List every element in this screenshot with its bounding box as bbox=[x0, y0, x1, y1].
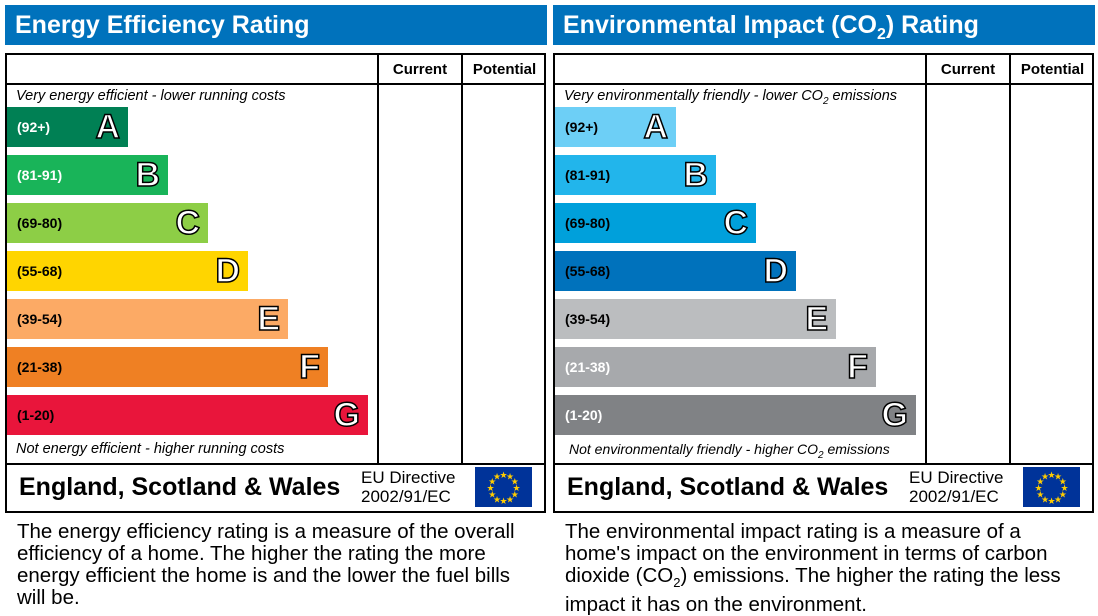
rating-letter: D bbox=[215, 251, 241, 291]
rating-range: (1-20) bbox=[565, 407, 603, 423]
rating-bar-a: (92+) A bbox=[555, 107, 676, 147]
rating-range: (1-20) bbox=[17, 407, 55, 423]
region-label: England, Scotland & Wales bbox=[567, 473, 889, 501]
eu-directive: EU Directive 2002/91/EC bbox=[909, 468, 1004, 506]
svg-text:★: ★ bbox=[1054, 472, 1062, 482]
rating-range: (55-68) bbox=[565, 263, 611, 279]
rating-table: Current Potential Very environmentally fri… bbox=[553, 53, 1094, 513]
svg-text:★: ★ bbox=[1060, 483, 1068, 493]
svg-text:★: ★ bbox=[1047, 470, 1055, 480]
rating-letter: G bbox=[881, 395, 909, 435]
footer-divider bbox=[555, 463, 1092, 465]
rating-bar-e: (39-54) E bbox=[7, 299, 288, 339]
svg-text:★: ★ bbox=[488, 490, 496, 500]
rating-letter: E bbox=[257, 299, 281, 339]
region-label: England, Scotland & Wales bbox=[19, 473, 341, 501]
rating-bar-b: (81-91) B bbox=[555, 155, 716, 195]
header-divider bbox=[555, 83, 1092, 85]
rating-range: (92+) bbox=[565, 119, 599, 135]
rating-bar-b: (81-91) B bbox=[7, 155, 168, 195]
rating-bar-g: (1-20) G bbox=[555, 395, 916, 435]
svg-text:★: ★ bbox=[1047, 496, 1055, 506]
svg-text:★: ★ bbox=[1059, 477, 1067, 487]
rating-range: (69-80) bbox=[17, 215, 63, 231]
rating-letter: F bbox=[298, 347, 320, 387]
rating-letter: B bbox=[135, 155, 161, 195]
column-header-potential: Potential bbox=[472, 61, 537, 78]
rating-range: (69-80) bbox=[565, 215, 611, 231]
rating-letter: A bbox=[95, 107, 121, 147]
footer: England, Scotland & Wales EU Directive 200… bbox=[7, 463, 544, 511]
header-divider bbox=[7, 83, 544, 85]
rating-bar-f: (21-38) F bbox=[7, 347, 328, 387]
description: The energy efficiency rating is a measur… bbox=[17, 520, 515, 609]
rating-bar-c: (69-80) C bbox=[555, 203, 756, 243]
rating-letter: A bbox=[643, 107, 669, 147]
rating-panel: Environmental Impact (CO2) Rating Current… bbox=[553, 0, 1095, 616]
svg-text:★: ★ bbox=[488, 477, 496, 487]
svg-text:★: ★ bbox=[1034, 483, 1042, 493]
rating-letter: F bbox=[846, 347, 868, 387]
column-header-current: Current bbox=[392, 61, 448, 78]
svg-text:★: ★ bbox=[511, 477, 519, 487]
svg-text:★: ★ bbox=[1059, 490, 1067, 500]
rating-range: (92+) bbox=[17, 119, 51, 135]
rating-bar-f: (21-38) F bbox=[555, 347, 876, 387]
svg-text:★: ★ bbox=[512, 483, 520, 493]
top-caption: Very environmentally friendly - lower CO… bbox=[564, 88, 898, 107]
rating-letter: C bbox=[723, 203, 749, 243]
rating-range: (81-91) bbox=[17, 167, 63, 183]
svg-text:★: ★ bbox=[1041, 472, 1049, 482]
eu-flag-icon: ★ ★ ★ ★ ★ ★ ★ ★ ★ ★ ★ ★ bbox=[1023, 467, 1080, 507]
footer: England, Scotland & Wales EU Directive 200… bbox=[555, 463, 1092, 511]
column-divider bbox=[377, 55, 379, 465]
panel-title: Energy Efficiency Rating bbox=[5, 5, 547, 45]
svg-text:★: ★ bbox=[486, 483, 494, 493]
rating-table: Current Potential Very energy efficient - … bbox=[5, 53, 546, 513]
rating-letter: B bbox=[683, 155, 709, 195]
svg-text:★: ★ bbox=[506, 472, 514, 482]
column-header-potential: Potential bbox=[1020, 61, 1085, 78]
svg-text:★: ★ bbox=[1041, 494, 1049, 504]
rating-bar-d: (55-68) D bbox=[555, 251, 796, 291]
panel-title: Environmental Impact (CO2) Rating bbox=[553, 5, 1095, 45]
rating-bar-d: (55-68) D bbox=[7, 251, 248, 291]
svg-text:★: ★ bbox=[499, 470, 507, 480]
rating-bar-e: (39-54) E bbox=[555, 299, 836, 339]
rating-letter: D bbox=[763, 251, 789, 291]
rating-range: (39-54) bbox=[565, 311, 611, 327]
bottom-caption: Not environmentally friendly - higher CO… bbox=[569, 441, 890, 461]
rating-range: (81-91) bbox=[565, 167, 611, 183]
rating-bar-c: (69-80) C bbox=[7, 203, 208, 243]
svg-text:★: ★ bbox=[1054, 494, 1062, 504]
rating-letter: E bbox=[805, 299, 829, 339]
svg-text:★: ★ bbox=[493, 472, 501, 482]
rating-bar-g: (1-20) G bbox=[7, 395, 368, 435]
rating-letter: G bbox=[333, 395, 361, 435]
bottom-caption: Not energy efficient - higher running co… bbox=[16, 441, 285, 457]
description: The environmental impact rating is a mea… bbox=[565, 520, 1061, 616]
rating-range: (21-38) bbox=[17, 359, 63, 375]
column-header-current: Current bbox=[940, 61, 996, 78]
eu-flag-icon: ★ ★ ★ ★ ★ ★ ★ ★ ★ ★ ★ ★ bbox=[475, 467, 532, 507]
svg-text:★: ★ bbox=[511, 490, 519, 500]
top-caption: Very energy efficient - lower running co… bbox=[16, 88, 286, 104]
svg-text:★: ★ bbox=[1036, 490, 1044, 500]
svg-text:★: ★ bbox=[499, 496, 507, 506]
column-divider bbox=[461, 55, 463, 465]
rating-letter: C bbox=[175, 203, 201, 243]
column-divider bbox=[1009, 55, 1011, 465]
rating-range: (55-68) bbox=[17, 263, 63, 279]
eu-directive: EU Directive 2002/91/EC bbox=[361, 468, 456, 506]
rating-bar-a: (92+) A bbox=[7, 107, 128, 147]
svg-text:★: ★ bbox=[493, 494, 501, 504]
rating-range: (39-54) bbox=[17, 311, 63, 327]
svg-text:★: ★ bbox=[506, 494, 514, 504]
rating-range: (21-38) bbox=[565, 359, 611, 375]
svg-text:★: ★ bbox=[1036, 477, 1044, 487]
footer-divider bbox=[7, 463, 544, 465]
column-divider bbox=[925, 55, 927, 465]
rating-panel: Energy Efficiency Rating Current Potential… bbox=[5, 0, 547, 613]
